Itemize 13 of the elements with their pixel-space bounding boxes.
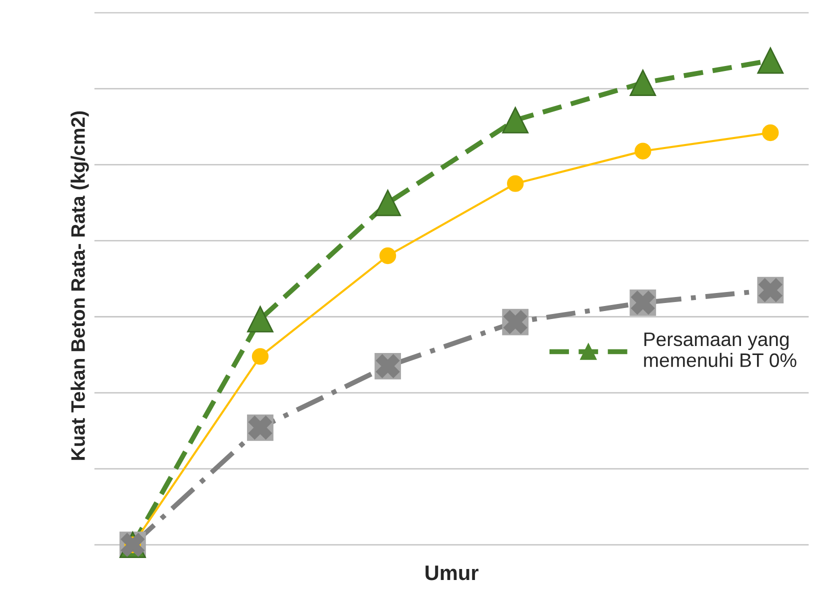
point: [757, 47, 784, 74]
legend-label: Persamaan yang memenuhi BT 0%: [644, 332, 796, 368]
point: [630, 70, 656, 96]
point: [252, 348, 269, 365]
point: [634, 142, 652, 160]
point: [502, 106, 529, 134]
point: [374, 190, 401, 216]
point: [379, 247, 396, 264]
point: [506, 175, 524, 192]
point: [762, 124, 779, 142]
y-axis-title: Kuat Tekan Beton Rata- Rata (kg/cm2): [70, 111, 89, 460]
point: [247, 306, 274, 332]
x-axis-title: Umur: [426, 566, 478, 580]
